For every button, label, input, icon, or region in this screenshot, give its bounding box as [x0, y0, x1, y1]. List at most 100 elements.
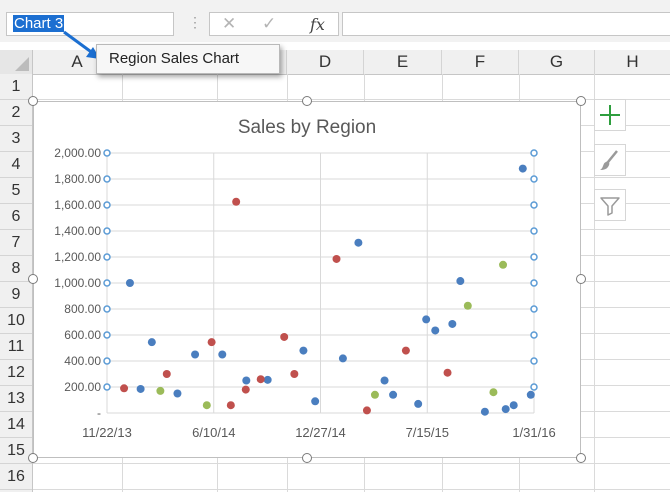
data-point [125, 279, 134, 287]
chart-styles-button[interactable] [594, 144, 626, 176]
data-point [422, 315, 431, 324]
data-point [202, 401, 211, 410]
grid-line [33, 99, 670, 100]
axis-selection-handle [103, 279, 111, 287]
data-point [518, 164, 527, 173]
axis-selection-handle [530, 305, 538, 313]
data-point [489, 388, 498, 397]
row-header-13[interactable]: 13 [0, 386, 32, 412]
chart-object[interactable]: Sales by Region 2,000.00 1,800.00 1,600.00… [33, 101, 581, 458]
data-point [431, 326, 440, 335]
axis-selection-handle [530, 227, 538, 235]
column-header-g[interactable]: G [519, 50, 595, 74]
data-point [443, 368, 452, 377]
data-point [456, 277, 465, 286]
cancel-icon[interactable]: ✕ [222, 14, 237, 33]
axis-selection-handle [530, 201, 538, 209]
row-header-3[interactable]: 3 [0, 126, 32, 152]
name-box-value[interactable]: Chart 3 [13, 15, 65, 32]
resize-handle-bottom[interactable] [302, 453, 312, 463]
row-header-12[interactable]: 12 [0, 360, 32, 386]
y-tick-label: 600.00 [64, 328, 101, 342]
name-box[interactable]: Chart 3 [6, 12, 174, 36]
data-point [162, 370, 171, 378]
resize-handle-bottom-right[interactable] [576, 453, 586, 463]
select-all-triangle-icon [15, 57, 29, 71]
data-point [218, 350, 227, 359]
axis-selection-handle [103, 357, 111, 365]
row-header-6[interactable]: 6 [0, 204, 32, 230]
row-header-16[interactable]: 16 [0, 464, 32, 490]
formula-bar-area: Chart 3 ⋮ ✕ ✓ fx [0, 0, 670, 42]
axis-selection-handle [530, 331, 538, 339]
resize-handle-bottom-left[interactable] [28, 453, 38, 463]
resize-handle-right[interactable] [576, 274, 586, 284]
formula-controls: ✕ ✓ fx [209, 12, 339, 36]
data-point [332, 254, 341, 263]
row-header-11[interactable]: 11 [0, 334, 32, 360]
row-header-15[interactable]: 15 [0, 438, 32, 464]
insert-function-icon[interactable]: fx [310, 15, 325, 34]
plus-icon [600, 105, 620, 125]
chart-title[interactable]: Sales by Region [238, 117, 376, 138]
data-point [401, 346, 410, 355]
column-header-e[interactable]: E [364, 50, 442, 74]
axis-selection-handle [530, 175, 538, 183]
resize-handle-top[interactable] [302, 96, 312, 106]
axis-selection-handle [103, 305, 111, 313]
name-box-resize-handle[interactable]: ⋮ [188, 14, 202, 30]
formula-input[interactable] [342, 12, 670, 36]
axis-selection-handle [103, 227, 111, 235]
row-header-10[interactable]: 10 [0, 308, 32, 334]
row-header-2[interactable]: 2 [0, 100, 32, 126]
row-header-4[interactable]: 4 [0, 152, 32, 178]
x-tick-label: 1/31/16 [512, 425, 555, 440]
data-point [380, 376, 389, 385]
scatter-chart[interactable]: Sales by Region 2,000.00 1,800.00 1,600.00… [34, 102, 580, 457]
data-point [156, 386, 165, 395]
data-point [207, 338, 216, 347]
select-all-button[interactable] [0, 50, 33, 74]
data-point [191, 350, 200, 359]
data-point [370, 390, 379, 399]
resize-handle-left[interactable] [28, 274, 38, 284]
row-header-14[interactable]: 14 [0, 412, 32, 438]
row-header-9[interactable]: 9 [0, 282, 32, 308]
data-point [389, 390, 398, 399]
y-tick-label: 400.00 [64, 354, 101, 368]
y-tick-label: - [97, 406, 101, 420]
data-point [338, 354, 347, 363]
y-tick-label: 1,600.00 [54, 198, 101, 212]
tooltip-text: Region Sales Chart [109, 50, 240, 67]
row-header-5[interactable]: 5 [0, 178, 32, 204]
data-point [480, 407, 489, 416]
grid-line [594, 74, 595, 492]
column-header-d[interactable]: D [287, 50, 364, 74]
row-header-1[interactable]: 1 [0, 74, 32, 100]
data-point [263, 375, 272, 384]
axis-selection-handle [103, 201, 111, 209]
row-header-8[interactable]: 8 [0, 256, 32, 282]
row-header-7[interactable]: 7 [0, 230, 32, 256]
chart-filters-button[interactable] [594, 189, 626, 221]
enter-icon[interactable]: ✓ [262, 14, 277, 33]
data-point [147, 338, 156, 347]
y-tick-label: 1,000.00 [54, 276, 101, 290]
x-tick-label: 6/10/14 [192, 425, 235, 440]
axis-selection-handle [103, 149, 111, 157]
filter-icon [600, 197, 620, 216]
grid-line [33, 489, 670, 490]
data-point [463, 301, 472, 310]
data-point [242, 376, 251, 385]
chart-elements-button[interactable] [594, 99, 626, 131]
axis-selection-handle [530, 279, 538, 287]
axis-selection-handle [103, 253, 111, 261]
data-point [414, 399, 423, 408]
data-point [311, 397, 320, 406]
resize-handle-top-left[interactable] [28, 96, 38, 106]
column-header-h[interactable]: H [626, 52, 639, 71]
resize-handle-top-right[interactable] [576, 96, 586, 106]
data-point [226, 401, 235, 410]
column-header-f[interactable]: F [442, 50, 519, 74]
axis-selection-handle [103, 175, 111, 183]
